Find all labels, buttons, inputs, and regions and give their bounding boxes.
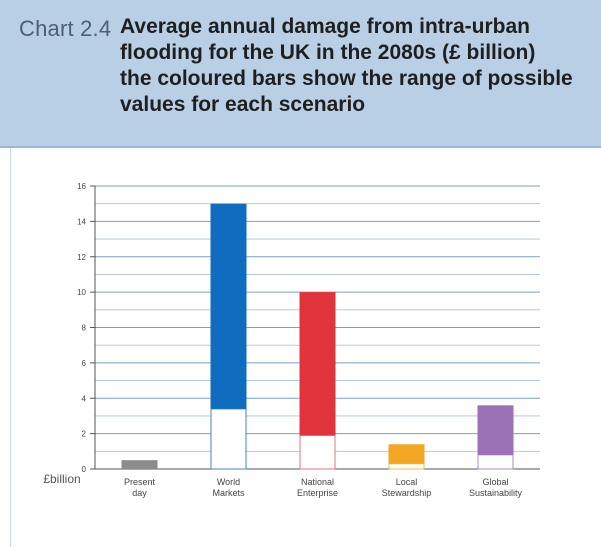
x-category-label: Sustainability (469, 488, 523, 498)
y-tick-label: 10 (77, 288, 86, 297)
x-category-label: Markets (212, 488, 245, 498)
bar-lower-outline (477, 454, 514, 470)
title-line-3: the coloured bars show the range of poss… (120, 67, 573, 90)
left-border-rule (10, 148, 11, 547)
x-category-label: National (301, 477, 334, 487)
y-tick-label: 14 (77, 217, 86, 226)
y-tick-label: 16 (77, 182, 86, 191)
chart-title: Average annual damage from intra-urban f… (120, 14, 598, 118)
y-tick-label: 6 (82, 359, 87, 368)
chart-header: Chart 2.4 Average annual damage from int… (0, 0, 601, 148)
x-category-label: Stewardship (382, 488, 432, 498)
bar-range (121, 460, 158, 469)
y-tick-label: 0 (82, 465, 87, 474)
y-tick-label: 12 (77, 253, 86, 262)
y-tick-label: 8 (82, 324, 87, 333)
bar-range (299, 292, 336, 436)
bar-lower-outline (388, 463, 425, 470)
title-line-4: values for each scenario (120, 93, 366, 116)
x-category-label: Global (482, 477, 508, 487)
bar-lower-outline (299, 434, 336, 470)
x-category-label: Local (396, 477, 418, 487)
title-line-2: flooding for the UK in the 2080s (£ bill… (120, 41, 536, 64)
chart-number: Chart 2.4 (19, 16, 112, 41)
y-tick-label: 2 (82, 430, 87, 439)
bar-range (477, 405, 514, 455)
x-category-label: Enterprise (297, 488, 338, 498)
x-category-label: World (217, 477, 240, 487)
bar-lower-outline (210, 408, 247, 470)
y-tick-label: 4 (82, 394, 87, 403)
y-axis-unit-label: £billion (43, 472, 80, 486)
x-category-label: Present (124, 477, 156, 487)
bar-range (210, 203, 247, 409)
title-line-1: Average annual damage from intra-urban (120, 15, 530, 38)
bar-range (388, 444, 425, 464)
x-category-label: day (132, 488, 147, 498)
